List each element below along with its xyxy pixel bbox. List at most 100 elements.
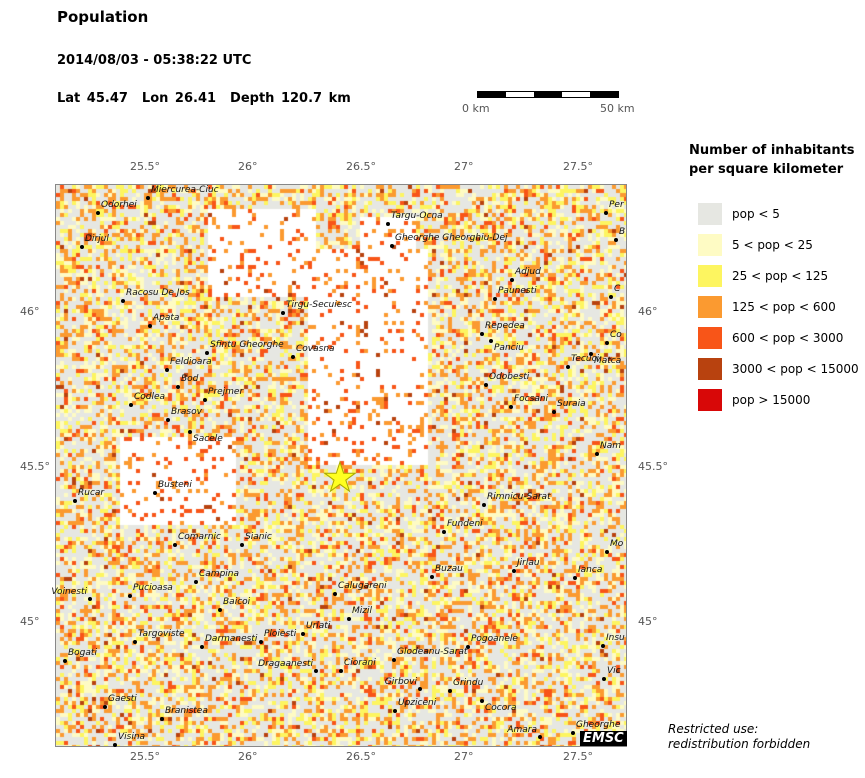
legend-swatch: [698, 203, 722, 225]
city-label: Dirjul: [85, 234, 109, 244]
city-marker: [538, 735, 542, 739]
city-marker: [509, 405, 513, 409]
lat-tick-label: 45.5°: [638, 460, 668, 473]
legend-swatch: [698, 389, 722, 411]
city-label: Repedea: [485, 321, 525, 331]
city-marker: [153, 491, 157, 495]
city-label: Tecuci: [571, 354, 600, 364]
city-marker: [386, 222, 390, 226]
city-label: C: [614, 284, 621, 294]
city-label: Codlea: [134, 392, 166, 402]
city-marker: [430, 575, 434, 579]
city-label: Upziceni: [398, 698, 437, 708]
city-label: Buzau: [435, 564, 463, 574]
city-label: Pucioasa: [133, 583, 173, 593]
city-marker: [129, 403, 133, 407]
city-label: Glodeanu-Sarat: [397, 647, 468, 657]
lon-tick-label: 27.5°: [563, 160, 593, 173]
city-marker: [146, 196, 150, 200]
lon-tick-label: 25.5°: [130, 750, 160, 763]
city-label: Tirgu-Secuiesc: [286, 300, 352, 310]
lon-tick-label: 26°: [238, 160, 258, 173]
city-marker: [512, 569, 516, 573]
legend-swatch: [698, 265, 722, 287]
city-marker: [466, 645, 470, 649]
city-marker: [218, 608, 222, 612]
city-marker: [205, 351, 209, 355]
city-label: Ploiesti: [264, 629, 297, 639]
legend-item: 5 < pop < 25: [698, 234, 813, 256]
city-label: Busteni: [158, 480, 192, 490]
city-label: Paunesti: [498, 286, 537, 296]
city-label: Panciu: [494, 343, 524, 353]
city-marker: [128, 594, 132, 598]
city-marker: [301, 632, 305, 636]
city-label: Insu: [606, 633, 625, 643]
city-label: Visina: [118, 732, 146, 742]
city-label: Ciorani: [344, 658, 376, 668]
city-marker: [390, 244, 394, 248]
city-label: Darmanesti: [205, 634, 258, 644]
city-marker: [194, 580, 198, 584]
city-label: Matca: [594, 356, 622, 366]
city-label: Comarnic: [178, 532, 221, 542]
city-marker: [418, 687, 422, 691]
city-marker: [291, 355, 295, 359]
city-marker: [480, 699, 484, 703]
legend-label: 3000 < pop < 15000: [732, 362, 859, 376]
city-marker: [314, 669, 318, 673]
lon-tick-label: 27°: [454, 750, 474, 763]
city-label: Gheorghe Gheorghiu-Dej: [395, 233, 508, 243]
city-label: Rimnicu-Sarat: [487, 492, 551, 502]
latitude: Lat 45.47: [57, 91, 128, 106]
lon-tick-label: 26.5°: [346, 160, 376, 173]
lat-tick-label: 46°: [20, 305, 40, 318]
legend-label: 600 < pop < 3000: [732, 331, 844, 345]
city-marker: [173, 543, 177, 547]
city-label: Feldioara: [170, 357, 212, 367]
city-label: Jirlau: [517, 558, 540, 568]
legend-label: 5 < pop < 25: [732, 238, 813, 252]
city-marker: [604, 211, 608, 215]
lon-tick-label: 26°: [238, 750, 258, 763]
city-marker: [448, 689, 452, 693]
city-label: Gheorghe: [576, 720, 621, 730]
city-label: Rucar: [78, 488, 105, 498]
city-label: Adjud: [515, 267, 541, 277]
city-label: Pogoanele: [471, 634, 518, 644]
city-label: Suraia: [557, 399, 586, 409]
city-marker: [552, 410, 556, 414]
map-title: Population: [57, 8, 149, 26]
city-marker: [281, 311, 285, 315]
lon-tick-label: 27.5°: [563, 750, 593, 763]
city-marker: [595, 452, 599, 456]
city-label: Branistea: [165, 706, 208, 716]
city-marker: [80, 245, 84, 249]
city-label: Covasna: [296, 344, 335, 354]
city-label: Apata: [153, 313, 180, 323]
city-label: Dragaanesti: [258, 659, 313, 669]
city-marker: [176, 385, 180, 389]
scale-right-label: 50 km: [600, 102, 635, 115]
lon-tick-label: 27°: [454, 160, 474, 173]
usage-notice: Restricted use: redistribution forbidden: [668, 722, 811, 751]
city-label: Targoviste: [138, 629, 185, 639]
scale-left-label: 0 km: [462, 102, 490, 115]
city-label: Brasov: [171, 407, 202, 417]
city-label: Racosu De Jos: [126, 288, 190, 298]
city-marker: [188, 430, 192, 434]
legend-title: Number of inhabitants per square kilomet…: [689, 143, 855, 177]
lat-tick-label: 45.5°: [20, 460, 50, 473]
legend-swatch: [698, 358, 722, 380]
city-label: Vic: [607, 666, 621, 676]
city-label: Targu-Ocna: [391, 211, 443, 221]
city-label: Odorhei: [101, 200, 137, 210]
city-label: Per: [609, 200, 624, 210]
legend-item: pop < 5: [698, 203, 780, 225]
depth: Depth 120.7 km: [230, 91, 351, 106]
city-label: Campina: [199, 569, 239, 579]
city-label: Grindu: [453, 678, 484, 688]
city-marker: [333, 592, 337, 596]
city-marker: [484, 383, 488, 387]
city-marker: [166, 418, 170, 422]
